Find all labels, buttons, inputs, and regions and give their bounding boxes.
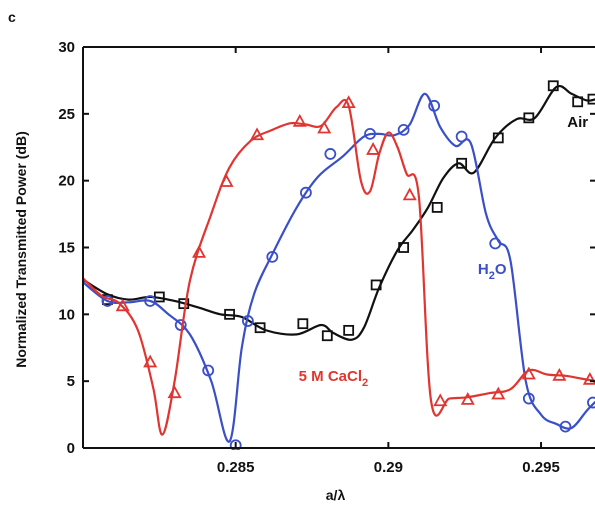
data-point-h2o	[364, 127, 376, 140]
data-point-h2o	[324, 148, 337, 160]
data-point-5-m-cacl2	[292, 113, 307, 127]
data-point-air	[398, 242, 410, 253]
x-tick-label: 0.285	[217, 459, 255, 476]
data-point-5-m-cacl2	[366, 142, 381, 155]
data-point-air	[587, 93, 595, 105]
data-point-5-m-cacl2	[552, 367, 567, 381]
data-point-5-m-cacl2	[460, 392, 475, 405]
series-layer: Air H2O 5 M CaCl2	[83, 80, 595, 450]
data-point-h2o	[587, 396, 595, 409]
data-point-air	[224, 308, 235, 320]
y-tick-label: 5	[67, 373, 75, 390]
data-point-h2o	[241, 315, 254, 327]
series-line-h2o	[83, 92, 595, 443]
y-tick-label: 25	[58, 106, 75, 123]
data-point-air	[370, 279, 382, 291]
data-point-air	[178, 298, 190, 310]
data-point-5-m-cacl2	[143, 354, 158, 368]
y-tick-label: 10	[58, 306, 75, 323]
data-point-air	[523, 112, 535, 124]
data-point-h2o	[202, 364, 215, 377]
x-tick-label: 0.29	[374, 459, 403, 476]
data-point-5-m-cacl2	[433, 393, 448, 407]
data-point-air	[297, 318, 309, 330]
data-point-h2o	[559, 420, 572, 433]
data-point-5-m-cacl2	[402, 187, 417, 201]
y-tick-label: 15	[58, 240, 75, 257]
data-point-h2o	[101, 295, 114, 307]
data-point-air	[254, 322, 266, 334]
data-point-5-m-cacl2	[341, 95, 356, 109]
data-point-air	[153, 291, 165, 303]
data-point-h2o	[397, 123, 410, 136]
data-point-air	[431, 201, 443, 213]
data-point-h2o	[455, 130, 468, 143]
panel-label: c	[8, 9, 16, 25]
series-label-h2o: H2O	[478, 261, 507, 282]
x-tick-label: 0.295	[522, 459, 560, 476]
data-point-5-m-cacl2	[192, 244, 207, 258]
series-h2o	[83, 92, 595, 450]
data-point-air	[572, 96, 584, 108]
y-tick-label: 30	[58, 39, 75, 56]
series-line-air	[83, 85, 595, 341]
data-point-5-m-cacl2	[491, 386, 506, 400]
series-5-m-cacl2	[83, 95, 595, 436]
series-air	[83, 80, 595, 342]
data-point-5-m-cacl2	[115, 298, 130, 312]
data-point-h2o	[174, 319, 187, 331]
y-axis-title: Normalized Transmitted Power (dB)	[13, 131, 29, 367]
axes-layer: 0 5 10 15 20 25 30 0.285 0.29 0.295	[58, 39, 595, 476]
data-point-h2o	[428, 99, 441, 112]
data-point-5-m-cacl2	[167, 385, 182, 399]
data-point-5-m-cacl2	[317, 120, 332, 134]
data-point-h2o	[300, 186, 312, 199]
data-point-5-m-cacl2	[219, 174, 234, 187]
data-point-h2o	[229, 439, 242, 450]
data-point-air	[492, 132, 504, 144]
data-point-h2o	[489, 237, 502, 250]
data-point-5-m-cacl2	[250, 127, 265, 141]
data-point-5-m-cacl2	[521, 366, 536, 380]
y-tick-label: 20	[58, 173, 75, 190]
data-point-air	[343, 324, 355, 336]
data-point-h2o	[144, 295, 157, 307]
data-point-5-m-cacl2	[582, 371, 595, 385]
y-tick-label: 0	[67, 440, 75, 457]
series-label-air: Air	[567, 114, 588, 131]
data-point-air	[547, 80, 559, 92]
x-axis-title: a/λ	[326, 487, 346, 503]
series-label-5-m-cacl2: 5 M CaCl2	[299, 368, 368, 389]
data-point-h2o	[266, 250, 279, 263]
data-point-h2o	[522, 392, 535, 405]
data-point-air	[321, 330, 333, 342]
data-point-air	[456, 157, 468, 169]
